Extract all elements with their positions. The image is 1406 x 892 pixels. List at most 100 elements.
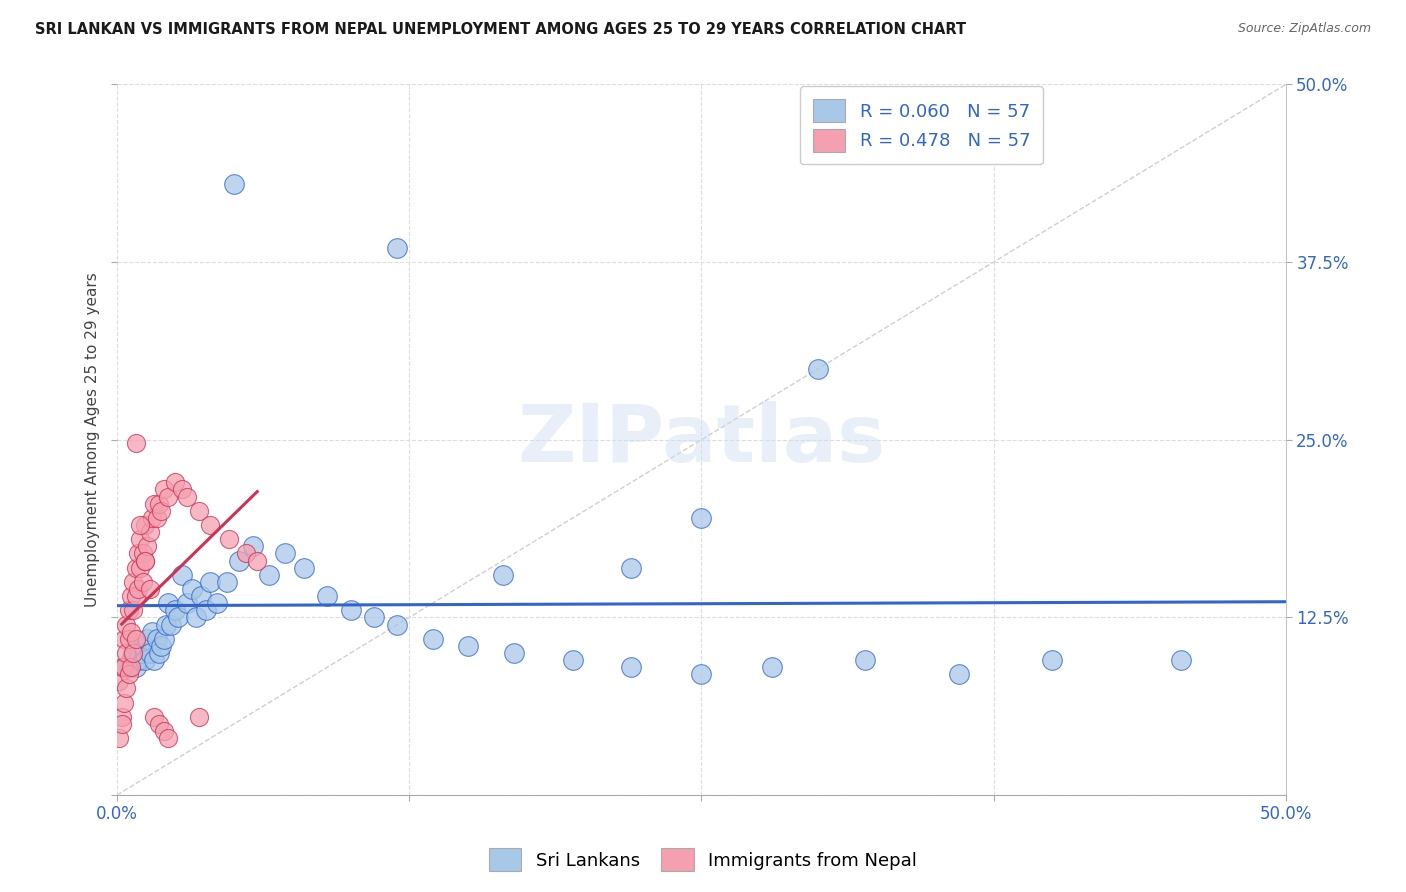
Y-axis label: Unemployment Among Ages 25 to 29 years: Unemployment Among Ages 25 to 29 years [86,272,100,607]
Point [112,696,135,710]
Point [187,504,209,518]
Point [145,632,167,646]
Point [152,724,174,739]
Point [136,539,159,553]
Point [257,567,280,582]
Point [166,610,188,624]
Point [124,560,146,574]
Point [620,660,643,674]
Point [127,546,149,560]
Point [136,632,159,646]
Point [807,361,830,376]
Point [387,241,409,255]
Point [122,603,145,617]
Point [165,603,187,617]
Point [118,660,141,674]
Point [187,710,209,724]
Point [235,546,257,560]
Point [122,574,145,589]
Point [620,560,643,574]
Point [761,660,783,674]
Point [492,567,515,582]
Point [172,483,194,497]
Point [143,710,166,724]
Point [190,589,212,603]
Point [690,667,713,681]
Point [176,490,198,504]
Point [148,497,170,511]
Text: ZIPatlas: ZIPatlas [517,401,886,479]
Point [242,539,264,553]
Point [127,582,149,596]
Legend: R = 0.060   N = 57, R = 0.478   N = 57: R = 0.060 N = 57, R = 0.478 N = 57 [800,87,1043,164]
Point [228,553,250,567]
Point [131,546,153,560]
Point [134,553,156,567]
Point [690,511,713,525]
Point [131,639,153,653]
Point [180,582,202,596]
Point [118,603,141,617]
Point [124,435,146,450]
Point [274,546,297,560]
Point [1170,653,1192,667]
Point [200,574,222,589]
Point [124,660,146,674]
Point [124,632,146,646]
Point [457,639,479,653]
Point [108,674,131,689]
Point [152,632,174,646]
Point [124,589,146,603]
Point [159,617,181,632]
Point [120,660,142,674]
Point [120,624,142,639]
Point [138,646,160,660]
Point [134,553,156,567]
Point [215,574,238,589]
Point [120,653,142,667]
Point [124,639,146,653]
Point [131,574,153,589]
Point [853,653,876,667]
Point [222,177,245,191]
Point [111,710,134,724]
Point [948,667,970,681]
Point [145,511,167,525]
Point [246,553,269,567]
Point [129,533,152,547]
Point [141,511,163,525]
Point [148,646,170,660]
Point [143,653,166,667]
Point [111,660,134,674]
Point [422,632,444,646]
Text: SRI LANKAN VS IMMIGRANTS FROM NEPAL UNEMPLOYMENT AMONG AGES 25 TO 29 YEARS CORRE: SRI LANKAN VS IMMIGRANTS FROM NEPAL UNEM… [35,22,966,37]
Point [150,504,173,518]
Point [134,653,156,667]
Point [148,717,170,731]
Point [141,624,163,639]
Point [150,639,173,653]
Point [138,582,160,596]
Point [200,518,222,533]
Point [111,717,134,731]
Point [172,567,194,582]
Point [157,731,180,746]
Point [152,483,174,497]
Point [115,681,138,696]
Point [194,603,217,617]
Point [120,589,142,603]
Point [134,518,156,533]
Point [339,603,361,617]
Point [155,617,177,632]
Point [561,653,583,667]
Point [316,589,339,603]
Point [118,632,141,646]
Point [112,660,135,674]
Point [138,525,160,540]
Point [165,475,187,490]
Point [218,533,240,547]
Point [143,497,166,511]
Point [292,560,315,574]
Point [129,560,152,574]
Point [115,646,138,660]
